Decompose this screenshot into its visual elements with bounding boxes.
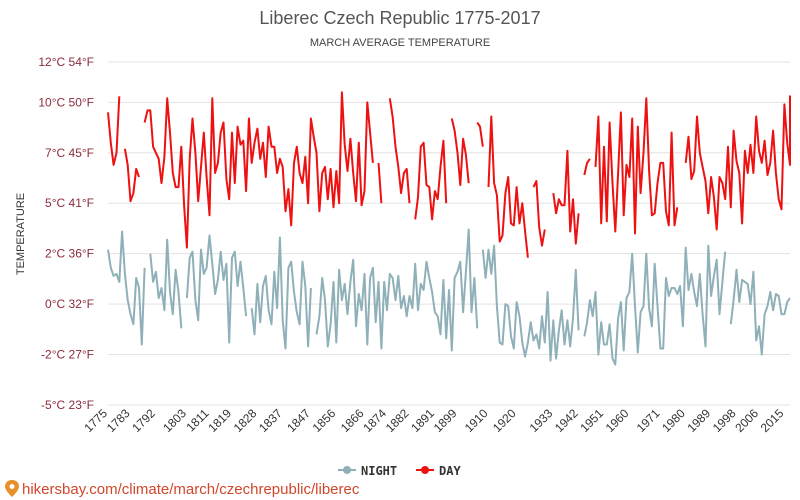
x-tick-label-17: 1933 (527, 406, 556, 435)
series-day-segment-13 (684, 95, 791, 231)
y-tick-label-3: 5°C 41°F (45, 196, 94, 210)
legend-item-night[interactable]: NIGHT (338, 464, 397, 478)
x-tick-label-10: 1866 (338, 406, 367, 435)
x-tick-label-18: 1942 (552, 406, 581, 435)
x-tick-label-5: 1819 (205, 406, 234, 435)
series-day-segment-11 (583, 158, 591, 176)
chart-title: Liberec Czech Republic 1775-2017 (259, 8, 540, 28)
x-tick-label-11: 1874 (360, 406, 389, 435)
series (107, 91, 791, 366)
x-tick-label-26: 2015 (758, 406, 787, 435)
x-tick-label-3: 1803 (160, 406, 189, 435)
series-day-segment-9 (532, 180, 546, 247)
series-night-segment-6 (583, 244, 727, 366)
series-night-segment-4 (315, 228, 479, 352)
series-day-segment-10 (552, 149, 580, 245)
location-pin-icon (5, 480, 19, 497)
y-tick-label-6: -2°C 27°F (41, 348, 94, 362)
grid (108, 61, 790, 406)
x-tick-label-2: 1792 (129, 406, 158, 435)
series-night-segment-7 (729, 268, 791, 356)
y-tick-label-5: 0°C 32°F (45, 297, 94, 311)
footer-link[interactable]: hikersbay.com/climate/march/czechrepubli… (22, 481, 360, 498)
legend: NIGHT DAY (338, 464, 461, 478)
x-tick-label-23: 1989 (684, 406, 713, 435)
legend-day-marker (421, 466, 429, 474)
y-tick-label-7: -5°C 23°F (41, 398, 94, 412)
y-axis-ticks: 12°C 54°F 10°C 50°F 7°C 45°F 5°C 41°F 2°C 36… (38, 55, 94, 412)
series-night-segment-1 (149, 238, 183, 329)
x-tick-label-24: 1998 (710, 406, 739, 435)
x-tick-label-25: 2006 (732, 406, 761, 435)
legend-day-label: DAY (439, 464, 461, 478)
x-tick-label-6: 1828 (231, 406, 260, 435)
x-tick-label-4: 1811 (183, 406, 211, 434)
series-day-segment-3 (377, 162, 383, 204)
x-tick-label-19: 1951 (577, 406, 606, 435)
x-tick-label-7: 1837 (256, 406, 285, 435)
x-tick-label-9: 1856 (310, 406, 339, 435)
x-tick-label-14: 1899 (431, 406, 460, 435)
y-tick-label-4: 2°C 36°F (45, 247, 94, 261)
series-day-segment-6 (450, 118, 470, 187)
y-tick-label-1: 10°C 50°F (38, 95, 94, 109)
series-night-segment-2 (185, 234, 248, 344)
series-day-segment-5 (414, 139, 448, 221)
series-day-segment-2 (143, 91, 374, 249)
legend-night-marker (343, 466, 351, 474)
series-night-segment-3 (250, 236, 312, 350)
y-axis-label: TEMPERATURE (15, 193, 27, 275)
series-night (107, 228, 791, 366)
y-tick-label-2: 7°C 45°F (45, 146, 94, 160)
x-tick-label-22: 1980 (659, 406, 688, 435)
x-tick-label-12: 1882 (383, 406, 412, 435)
series-day-segment-1 (123, 148, 140, 203)
series-night-segment-5 (481, 244, 580, 362)
series-day (107, 91, 791, 258)
x-tick-label-20: 1960 (603, 406, 632, 435)
series-day-segment-12 (594, 97, 679, 235)
legend-item-day[interactable]: DAY (416, 464, 461, 478)
y-tick-label-0: 12°C 54°F (38, 55, 94, 69)
x-tick-label-15: 1910 (462, 406, 491, 435)
x-tick-label-13: 1891 (408, 406, 437, 435)
legend-night-label: NIGHT (361, 464, 397, 478)
series-day-segment-7 (476, 121, 484, 147)
series-day-segment-0 (107, 96, 121, 166)
x-tick-label-16: 1920 (490, 406, 519, 435)
x-tick-label-8: 1847 (284, 406, 313, 435)
series-day-segment-8 (487, 115, 529, 258)
x-tick-label-1: 1783 (104, 406, 133, 435)
x-tick-label-21: 1971 (634, 406, 663, 435)
footer[interactable]: hikersbay.com/climate/march/czechrepubli… (5, 480, 360, 498)
series-day-segment-4 (388, 98, 411, 204)
chart-subtitle: MARCH AVERAGE TEMPERATURE (310, 37, 490, 49)
series-night-segment-0 (107, 230, 146, 346)
